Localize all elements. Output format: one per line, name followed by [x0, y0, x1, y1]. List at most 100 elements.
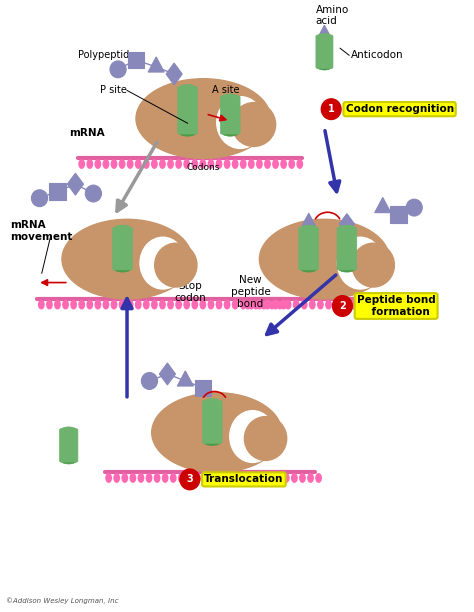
- Ellipse shape: [168, 160, 173, 168]
- Ellipse shape: [334, 300, 339, 309]
- Ellipse shape: [292, 474, 297, 482]
- Ellipse shape: [338, 225, 356, 232]
- Ellipse shape: [277, 300, 283, 309]
- Ellipse shape: [192, 300, 198, 309]
- Ellipse shape: [61, 457, 76, 464]
- Ellipse shape: [152, 160, 157, 168]
- Ellipse shape: [257, 160, 262, 168]
- Ellipse shape: [251, 474, 257, 482]
- Ellipse shape: [273, 160, 278, 168]
- FancyBboxPatch shape: [299, 227, 319, 270]
- Ellipse shape: [111, 160, 117, 168]
- Bar: [391, 206, 407, 223]
- Ellipse shape: [184, 160, 190, 168]
- FancyBboxPatch shape: [337, 227, 357, 270]
- Ellipse shape: [265, 160, 270, 168]
- Ellipse shape: [200, 300, 206, 309]
- Text: mRNA: mRNA: [69, 128, 104, 138]
- Ellipse shape: [374, 300, 380, 309]
- Text: Translocation: Translocation: [204, 474, 283, 484]
- Ellipse shape: [146, 474, 152, 482]
- Ellipse shape: [217, 97, 264, 149]
- Polygon shape: [317, 25, 332, 39]
- Ellipse shape: [160, 300, 165, 309]
- Ellipse shape: [79, 300, 84, 309]
- Ellipse shape: [95, 300, 100, 309]
- Ellipse shape: [281, 160, 286, 168]
- Ellipse shape: [267, 474, 273, 482]
- Ellipse shape: [224, 300, 230, 309]
- Ellipse shape: [289, 160, 294, 168]
- Text: Polypeptide: Polypeptide: [78, 50, 135, 60]
- Ellipse shape: [300, 474, 305, 482]
- Bar: [128, 51, 144, 69]
- Ellipse shape: [62, 219, 192, 299]
- Circle shape: [333, 296, 352, 316]
- Ellipse shape: [232, 160, 238, 168]
- Ellipse shape: [245, 300, 250, 309]
- Ellipse shape: [275, 474, 281, 482]
- Ellipse shape: [47, 300, 52, 309]
- FancyBboxPatch shape: [113, 227, 132, 270]
- Ellipse shape: [111, 300, 117, 309]
- FancyBboxPatch shape: [316, 35, 333, 69]
- Ellipse shape: [273, 300, 278, 309]
- Text: ©Addison Wesley Longman, Inc: ©Addison Wesley Longman, Inc: [6, 597, 118, 603]
- Bar: [195, 379, 211, 397]
- Ellipse shape: [227, 474, 232, 482]
- Ellipse shape: [63, 300, 68, 309]
- FancyBboxPatch shape: [178, 87, 198, 134]
- Ellipse shape: [155, 474, 160, 482]
- Ellipse shape: [240, 300, 246, 309]
- Ellipse shape: [192, 160, 198, 168]
- Ellipse shape: [245, 417, 287, 460]
- Text: New
peptide
bond: New peptide bond: [230, 275, 270, 308]
- Ellipse shape: [366, 300, 372, 309]
- Ellipse shape: [187, 474, 192, 482]
- Text: Stop
codon: Stop codon: [174, 281, 206, 303]
- FancyBboxPatch shape: [202, 401, 222, 443]
- Ellipse shape: [232, 103, 276, 146]
- Ellipse shape: [71, 300, 76, 309]
- Circle shape: [110, 61, 126, 78]
- Ellipse shape: [128, 300, 133, 309]
- Ellipse shape: [281, 300, 286, 309]
- Ellipse shape: [337, 237, 383, 289]
- Ellipse shape: [114, 225, 131, 232]
- Ellipse shape: [285, 300, 291, 309]
- Text: A site: A site: [212, 86, 239, 95]
- Ellipse shape: [179, 84, 196, 92]
- Ellipse shape: [136, 79, 271, 159]
- Ellipse shape: [253, 300, 258, 309]
- Ellipse shape: [179, 129, 196, 136]
- FancyBboxPatch shape: [60, 429, 78, 462]
- Text: P site: P site: [100, 86, 127, 95]
- Ellipse shape: [316, 474, 321, 482]
- Ellipse shape: [249, 160, 254, 168]
- Ellipse shape: [249, 300, 254, 309]
- Text: Codon recognition: Codon recognition: [346, 104, 454, 114]
- Polygon shape: [67, 173, 83, 195]
- Ellipse shape: [269, 300, 274, 309]
- Ellipse shape: [122, 474, 128, 482]
- Ellipse shape: [114, 474, 119, 482]
- Text: 1: 1: [328, 104, 335, 114]
- Ellipse shape: [171, 474, 176, 482]
- Ellipse shape: [128, 160, 133, 168]
- Ellipse shape: [55, 300, 60, 309]
- Ellipse shape: [283, 474, 289, 482]
- Ellipse shape: [243, 474, 249, 482]
- Ellipse shape: [103, 160, 109, 168]
- Ellipse shape: [168, 300, 173, 309]
- Polygon shape: [302, 213, 316, 226]
- Ellipse shape: [318, 300, 323, 309]
- Circle shape: [85, 185, 101, 202]
- Ellipse shape: [200, 160, 206, 168]
- Circle shape: [31, 190, 47, 207]
- Ellipse shape: [352, 243, 394, 287]
- Ellipse shape: [160, 160, 165, 168]
- Ellipse shape: [152, 393, 282, 472]
- Polygon shape: [159, 363, 175, 385]
- Ellipse shape: [219, 474, 224, 482]
- Ellipse shape: [216, 300, 222, 309]
